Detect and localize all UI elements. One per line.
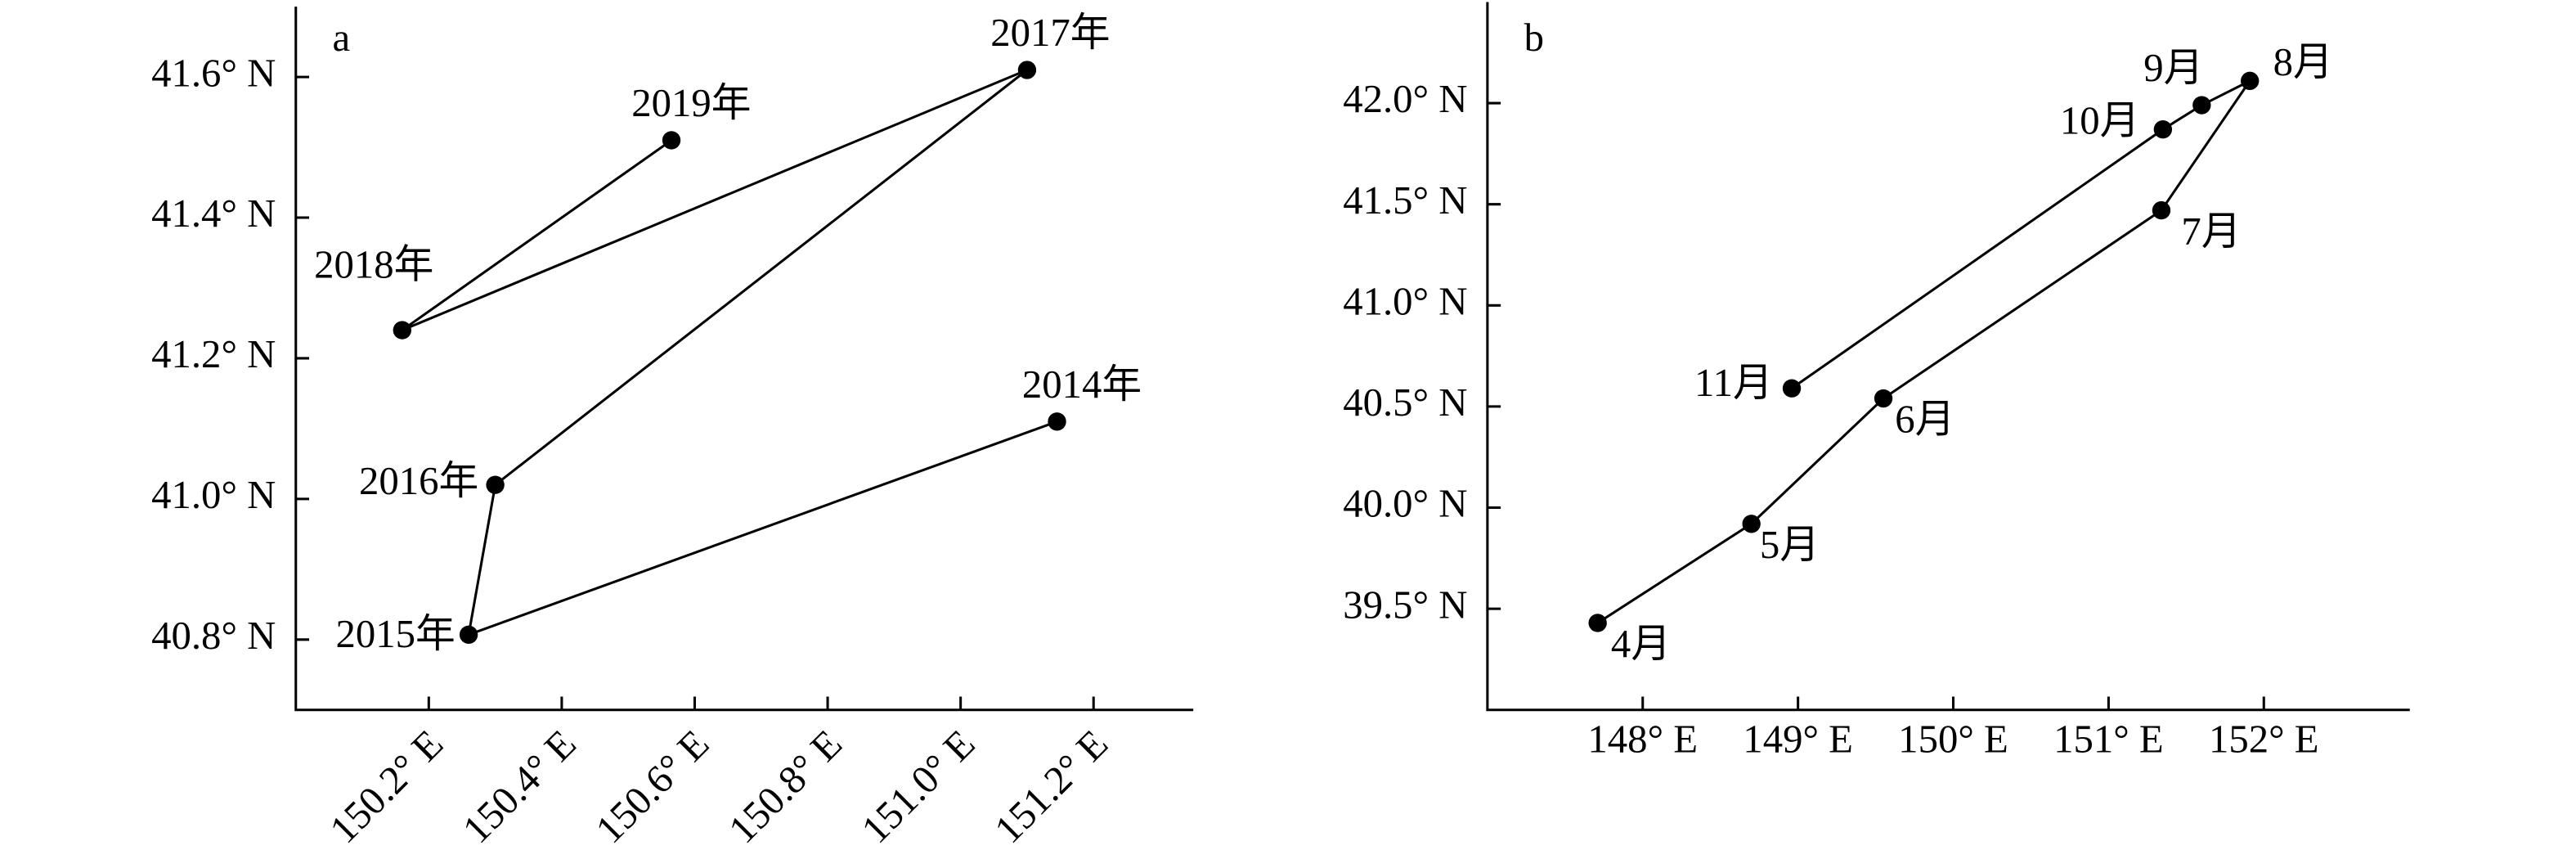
x-tick-label: 150° E bbox=[1898, 717, 2008, 762]
point bbox=[662, 131, 681, 150]
x-tick-label: 151.0° E bbox=[853, 722, 983, 852]
point-label: 5月 bbox=[1760, 523, 1820, 567]
point bbox=[1017, 61, 1037, 79]
point bbox=[459, 625, 478, 644]
point bbox=[1874, 389, 1893, 408]
point bbox=[2152, 200, 2171, 220]
x-tick-label: 150.8° E bbox=[720, 722, 850, 852]
x-tick-label: 151° E bbox=[2053, 717, 2164, 762]
point-label: 2016年 bbox=[359, 459, 478, 503]
point-label: 2019年 bbox=[631, 81, 751, 125]
y-tick-label: 40.0° N bbox=[1343, 482, 1467, 526]
axis-line bbox=[1486, 2, 2410, 712]
y-tick-label: 39.5° N bbox=[1343, 582, 1467, 627]
y-tick-label: 40.8° N bbox=[151, 614, 276, 658]
y-tick-label: 40.5° N bbox=[1343, 380, 1467, 425]
x-tick-label: 148° E bbox=[1587, 717, 1698, 762]
point-label: 2018年 bbox=[314, 243, 433, 287]
x-tick-label: 149° E bbox=[1743, 717, 1853, 762]
y-tick-label: 42.0° N bbox=[1343, 77, 1467, 121]
x-tick-label: 150.2° E bbox=[321, 722, 451, 852]
point bbox=[393, 321, 411, 340]
axis-line bbox=[294, 7, 1194, 712]
point-label: 10月 bbox=[2060, 98, 2140, 142]
y-tick-label: 41.4° N bbox=[151, 191, 276, 236]
x-tick-label: 151.2° E bbox=[986, 722, 1116, 852]
point bbox=[486, 475, 505, 494]
point-label: 2015年 bbox=[336, 612, 456, 656]
point bbox=[1742, 515, 1761, 533]
point-label: 7月 bbox=[2181, 209, 2241, 254]
point bbox=[1782, 379, 1802, 398]
track-line bbox=[1596, 79, 2251, 624]
panel-label: b bbox=[1524, 16, 1544, 60]
point bbox=[1588, 614, 1607, 632]
y-tick-label: 41.5° N bbox=[1343, 178, 1467, 223]
y-tick-label: 41.0° N bbox=[151, 473, 276, 517]
point bbox=[2153, 120, 2173, 139]
y-tick-label: 41.6° N bbox=[151, 51, 276, 95]
point-label: 9月 bbox=[2143, 46, 2203, 90]
x-tick-label: 150.4° E bbox=[455, 722, 585, 852]
y-tick-label: 41.0° N bbox=[1343, 279, 1467, 323]
x-tick-label: 152° E bbox=[2209, 717, 2319, 762]
y-tick-label: 41.2° N bbox=[151, 332, 276, 376]
point-label: 2017年 bbox=[990, 11, 1110, 55]
panel-label: a bbox=[332, 16, 350, 60]
track-line bbox=[401, 69, 1058, 637]
point-label: 2014年 bbox=[1022, 362, 1142, 407]
point-label: 11月 bbox=[1694, 361, 1773, 405]
x-tick-label: 150.6° E bbox=[587, 722, 717, 852]
point-label: 6月 bbox=[1895, 398, 1954, 442]
point bbox=[2241, 71, 2260, 91]
point bbox=[1048, 412, 1066, 431]
point-label: 4月 bbox=[1611, 622, 1671, 666]
point-label: 8月 bbox=[2273, 40, 2333, 84]
point bbox=[2192, 96, 2211, 115]
